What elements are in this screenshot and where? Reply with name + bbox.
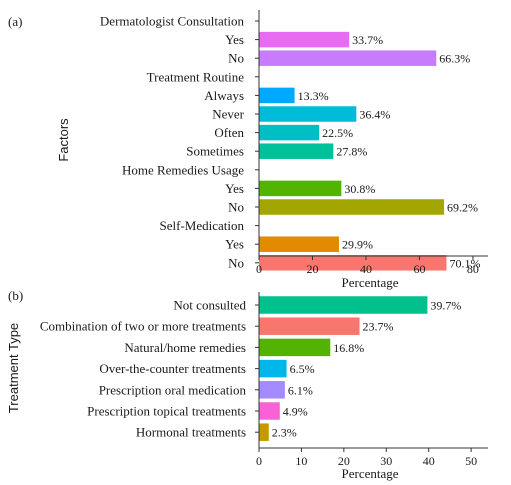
category-label: Yes [225,32,244,47]
category-label: Yes [225,237,244,252]
category-label: Combination of two or more treatments [40,319,246,334]
x-tick-label: 0 [256,454,262,468]
category-label: Over-the-counter treatments [99,361,246,376]
axes-a: 0 20 40 60 80 [255,10,488,276]
y-axis-title-b: Treatment Type [6,323,21,413]
value-label: 2.3% [272,426,297,440]
bar [259,87,295,104]
x-tick-label: 20 [338,454,350,468]
bars-b [259,296,428,441]
bar [259,296,428,314]
bar [259,381,285,399]
bar [259,317,360,335]
bar [259,199,445,215]
value-labels-b: 39.7% 23.7% 16.8% 6.5% 6.1% 4.9% 2.3% [272,299,462,440]
bar [259,180,342,197]
group-header: Self-Medication [160,218,245,233]
x-tick-label: 20 [306,262,318,276]
bar [259,50,437,66]
bar [259,338,331,357]
value-label: 27.8% [336,145,367,159]
value-label: 13.3% [298,89,329,103]
value-labels-a: 33.7% 66.3% 13.3% 36.4% 22.5% 27.8% 30.8% 69.2%… [298,33,481,270]
panel-a: (a) Factors Dermatologist Consultation Ye… [8,10,488,290]
category-label: Prescription oral medication [99,382,247,397]
axes-b: 0 10 20 30 40 50 [255,292,488,468]
group-header: Dermatologist Consultation [100,14,245,29]
value-label: 39.7% [430,299,461,313]
bars-a [259,31,447,271]
bar [259,359,287,378]
category-label: Never [212,107,244,122]
value-label: 16.8% [333,341,364,355]
value-label: 4.9% [283,405,308,419]
value-label: 23.7% [363,320,394,334]
group-header: Home Remedies Usage [122,162,244,177]
x-tick-label: 50 [465,454,477,468]
value-label: 69.2% [447,201,478,215]
x-tick-label: 40 [423,454,435,468]
bar [259,255,447,271]
bar [259,143,334,159]
x-tick-label: 10 [295,454,307,468]
value-label: 66.3% [439,52,470,66]
category-labels-b: Not consulted Combination of two or more … [40,298,247,440]
group-header: Treatment Routine [147,69,245,84]
bar [259,31,350,48]
category-label: No [228,255,244,270]
category-label: Yes [225,181,244,196]
value-label: 22.5% [322,126,353,140]
y-axis-title-a: Factors [56,118,71,162]
x-tick-label: 80 [467,262,479,276]
value-label: 29.9% [342,238,373,252]
panel-b: (b) Treatment Type Not consulted Combinat… [6,288,488,481]
category-label: No [228,51,244,66]
bar [259,106,357,122]
value-label: 30.8% [344,182,375,196]
bar [259,236,339,252]
value-label: 36.4% [359,108,390,122]
x-axis-title-a: Percentage [341,275,398,290]
x-tick-label: 40 [360,262,372,276]
panel-label-b: (b) [8,288,23,303]
bar [259,423,269,441]
panel-label-a: (a) [8,14,22,29]
category-label: Prescription topical treatments [87,404,246,419]
x-tick-label: 30 [380,454,392,468]
x-tick-label: 60 [413,262,425,276]
value-label: 6.5% [290,362,315,376]
value-label: 33.7% [352,33,383,47]
category-label: Always [204,88,244,103]
value-label: 6.1% [288,383,313,397]
x-tick-label: 0 [256,262,262,276]
bar [259,124,320,141]
x-axis-title-b: Percentage [341,466,398,481]
category-label: Often [214,125,244,140]
category-label: Not consulted [173,298,246,313]
category-label: Natural/home remedies [124,340,246,355]
category-labels-a: Dermatologist Consultation Yes No Treatment… [100,14,245,271]
category-label: No [228,200,244,215]
category-label: Hormonal treatments [136,425,246,440]
bar [259,402,280,420]
category-label: Sometimes [186,144,244,159]
